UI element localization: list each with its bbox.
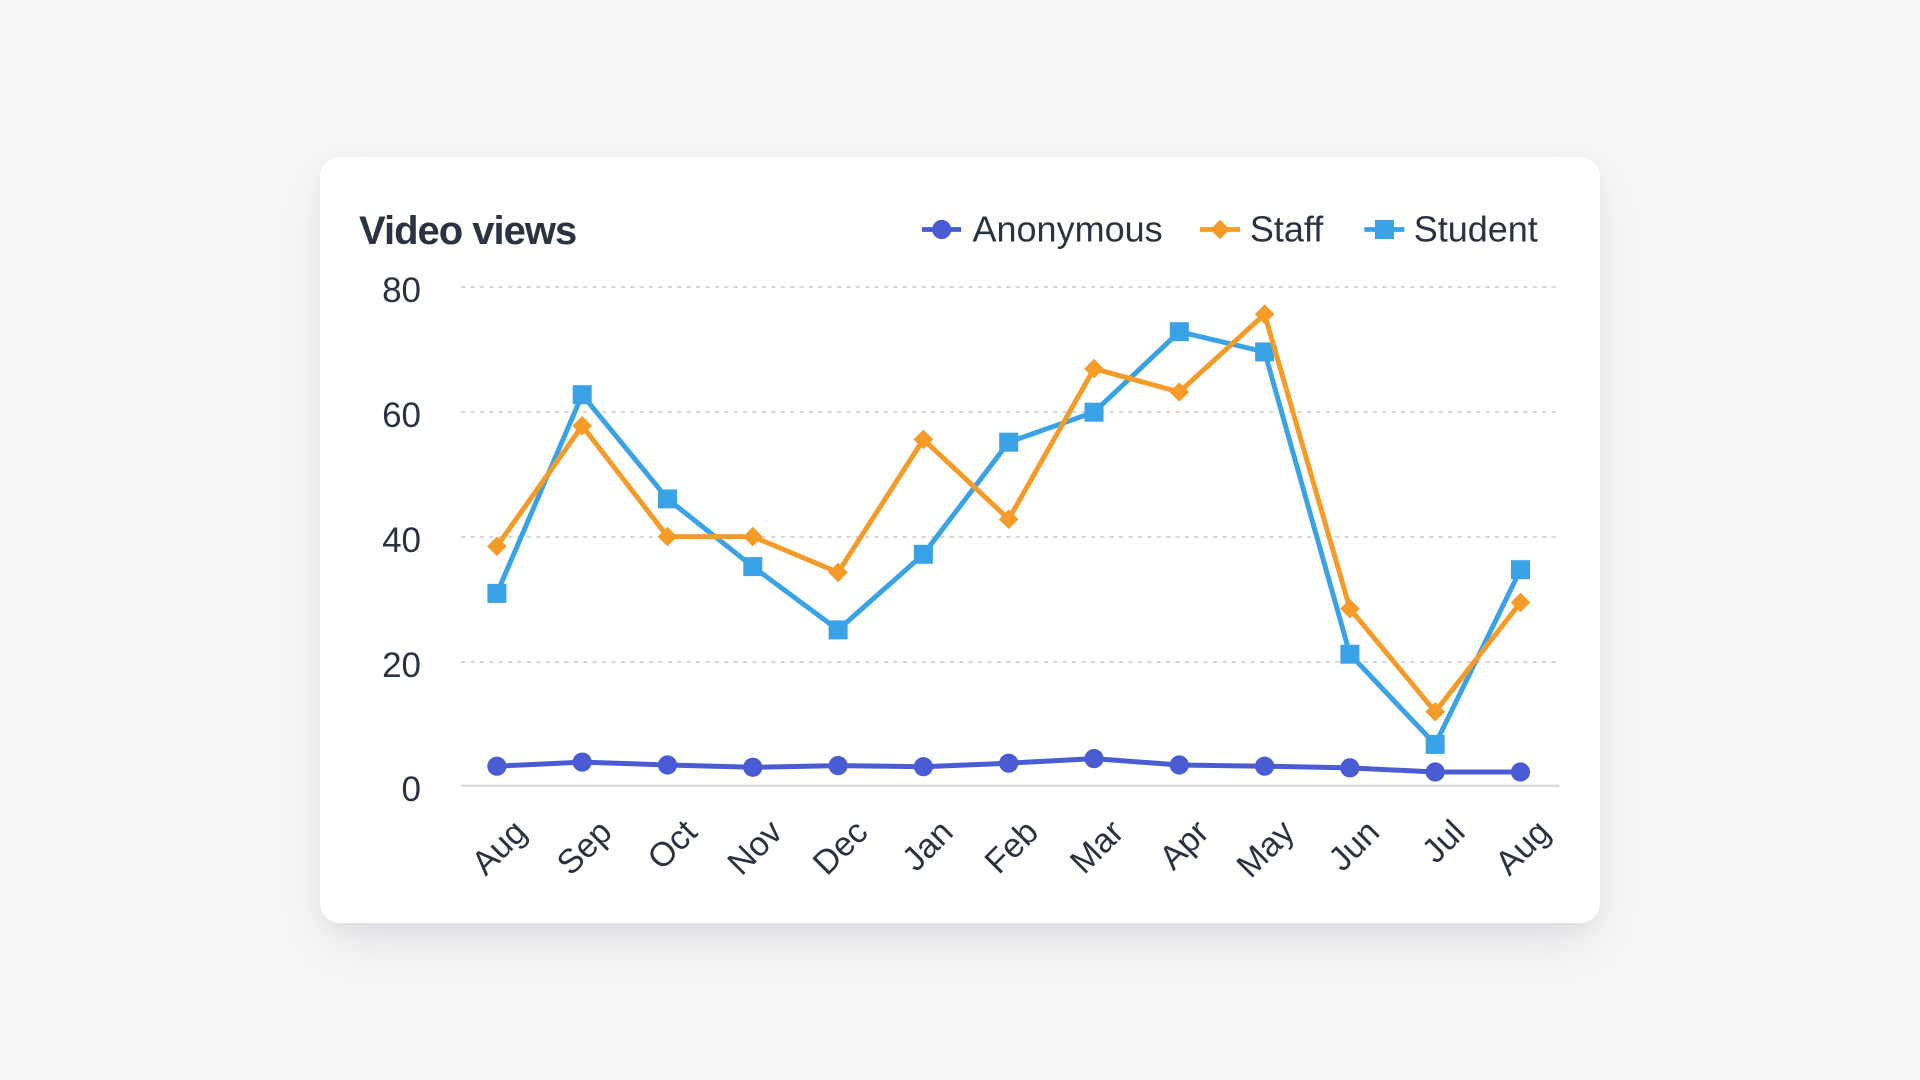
svg-text:Jan: Jan (895, 813, 961, 879)
svg-text:60: 60 (382, 396, 421, 435)
svg-text:Student: Student (1414, 209, 1538, 250)
svg-text:40: 40 (382, 521, 421, 560)
svg-text:20: 20 (382, 646, 421, 685)
svg-text:Staff: Staff (1250, 209, 1324, 250)
svg-text:Oct: Oct (640, 813, 705, 878)
svg-text:Aug: Aug (464, 813, 534, 883)
svg-text:Apr: Apr (1152, 813, 1216, 877)
svg-text:May: May (1229, 813, 1301, 885)
svg-text:0: 0 (402, 770, 421, 809)
svg-text:Jun: Jun (1321, 813, 1387, 879)
svg-text:80: 80 (382, 271, 421, 310)
svg-text:Sep: Sep (550, 813, 620, 883)
svg-text:Dec: Dec (806, 813, 876, 883)
svg-text:Aug: Aug (1488, 813, 1558, 883)
svg-text:Anonymous: Anonymous (973, 209, 1163, 250)
svg-text:Nov: Nov (720, 813, 790, 883)
svg-text:Feb: Feb (978, 813, 1046, 881)
svg-text:Jul: Jul (1415, 813, 1473, 871)
svg-text:Mar: Mar (1063, 813, 1131, 881)
